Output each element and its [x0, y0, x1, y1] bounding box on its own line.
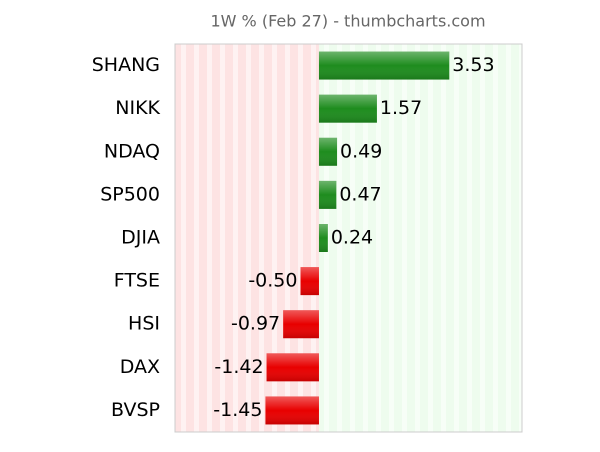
stripe — [194, 44, 199, 432]
stripe — [428, 44, 433, 432]
stripe — [337, 44, 342, 432]
category-label: SP500 — [100, 183, 160, 205]
bar-shade — [266, 353, 319, 382]
stripe — [506, 44, 511, 432]
category-label: DAX — [120, 356, 160, 378]
category-label: FTSE — [114, 270, 160, 292]
stripe — [259, 44, 264, 432]
bar-shade — [318, 137, 338, 166]
stripe — [402, 44, 407, 432]
stripe — [467, 44, 472, 432]
value-label: 0.24 — [331, 227, 373, 249]
stripe — [389, 44, 394, 432]
stripe — [181, 44, 186, 432]
stripe — [220, 44, 225, 432]
stripe — [285, 44, 290, 432]
value-label: -0.50 — [248, 270, 297, 292]
bar-shade — [283, 310, 319, 339]
stripe — [207, 44, 212, 432]
stripe — [350, 44, 355, 432]
value-label: -1.42 — [214, 356, 263, 378]
value-label: 3.53 — [452, 54, 494, 76]
category-label: SHANG — [92, 54, 160, 76]
value-label: 0.47 — [339, 183, 381, 205]
stripe — [480, 44, 485, 432]
stripe — [311, 44, 316, 432]
value-label: -0.97 — [231, 313, 280, 335]
stripe — [441, 44, 446, 432]
stripe — [376, 44, 381, 432]
stripe — [454, 44, 459, 432]
category-label: NDAQ — [104, 140, 160, 162]
bar-shade — [300, 267, 319, 296]
category-label: BVSP — [111, 399, 160, 421]
stripe — [493, 44, 498, 432]
bar-shade — [318, 51, 450, 80]
bar-shade — [318, 180, 337, 209]
plot-background — [174, 43, 524, 433]
category-label: NIKK — [115, 97, 160, 119]
category-label: DJIA — [121, 227, 160, 249]
value-label: 1.57 — [380, 97, 422, 119]
plot-border — [174, 43, 523, 433]
chart-title: 1W % (Feb 27) - thumbcharts.com — [210, 12, 485, 31]
stripe — [298, 44, 303, 432]
stripe — [233, 44, 238, 432]
bar-shade — [318, 224, 328, 252]
stripe — [272, 44, 277, 432]
stripe — [246, 44, 251, 432]
bar-shade — [265, 396, 319, 425]
bar-shade — [318, 94, 377, 123]
category-label: HSI — [128, 313, 160, 335]
stripe — [363, 44, 368, 432]
value-label: -1.45 — [213, 399, 262, 421]
value-label: 0.49 — [340, 140, 382, 162]
stripe — [415, 44, 420, 432]
